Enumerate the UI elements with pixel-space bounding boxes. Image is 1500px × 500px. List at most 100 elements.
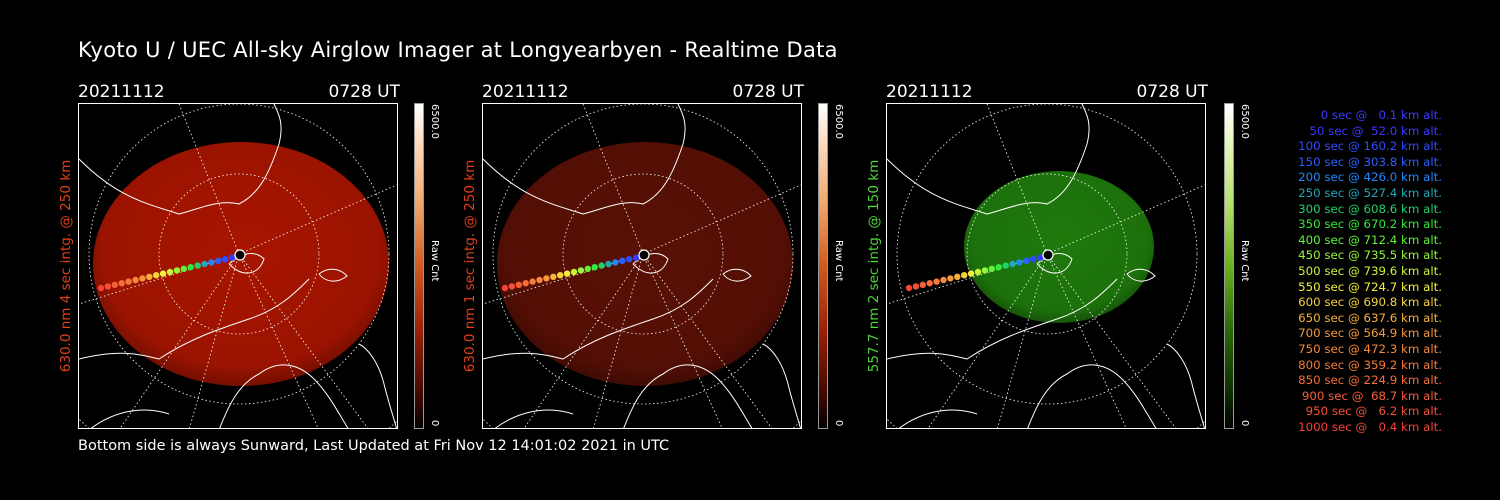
trajectory-point: [919, 281, 926, 288]
trajectory-point: [612, 259, 619, 266]
trajectory-point: [522, 280, 529, 287]
panel2-colorbar-unit: Raw Cnt: [833, 240, 844, 282]
legend-entry: 150 sec @ 303.8 km alt.: [1298, 154, 1442, 169]
trajectory-point: [1009, 260, 1016, 268]
panel2-colorbar: [818, 103, 828, 429]
panel3-colorbar: [1224, 103, 1234, 429]
trajectory-point: [180, 265, 187, 272]
latitude-circle: [158, 173, 320, 335]
trajectory-point: [515, 281, 522, 288]
panel2-wavelength-label: 630.0 nm 1 sec intg. @ 250 km: [462, 159, 478, 373]
sky-disc: [93, 142, 389, 386]
trajectory-point: [598, 262, 605, 269]
meridian-line: [238, 253, 319, 428]
panel3-colorbar-max: 6500.0: [1239, 104, 1250, 139]
coastline: [483, 104, 686, 215]
meridian-line: [238, 253, 369, 428]
legend-entry: 850 sec @ 224.9 km alt.: [1298, 373, 1442, 388]
panel3-colorbar-unit: Raw Cnt: [1239, 240, 1250, 282]
station-marker: [234, 249, 246, 261]
trajectory-point: [584, 265, 591, 272]
panel3-allsky-image: [886, 103, 1206, 429]
sky-disc: [497, 142, 793, 386]
legend-entry: 900 sec @ 68.7 km alt.: [1301, 388, 1442, 403]
legend-entry: 400 sec @ 712.4 km alt.: [1298, 232, 1442, 247]
trajectory-point: [153, 272, 160, 279]
coastline: [623, 364, 753, 428]
trajectory-point: [591, 264, 598, 271]
panel1-colorbar-unit: Raw Cnt: [429, 240, 440, 282]
meridian-line: [986, 104, 1048, 255]
panel3-wavelength-label: 557.7 nm 2 sec intg. @ 150 km: [866, 159, 882, 373]
legend-entry: 750 sec @ 472.3 km alt.: [1298, 341, 1442, 356]
legend-entry: 1000 sec @ 0.4 km alt.: [1298, 419, 1442, 434]
coastline: [722, 268, 752, 282]
trajectory-point: [543, 275, 550, 282]
coastline: [1027, 364, 1157, 428]
trajectory-point: [104, 283, 112, 290]
trajectory-point: [159, 270, 167, 277]
trajectory-point: [550, 273, 557, 280]
trajectory-point: [577, 267, 585, 274]
legend-entry: 950 sec @ 6.2 km alt.: [1305, 404, 1442, 419]
trajectory-point: [940, 276, 947, 284]
trajectory-point: [208, 259, 215, 266]
trajectory-point: [187, 264, 194, 271]
legend-entry: 650 sec @ 637.6 km alt.: [1298, 310, 1442, 325]
panel2-date: 20211112: [482, 82, 569, 102]
meridian-line: [1046, 253, 1177, 428]
trajectory-point: [228, 254, 236, 261]
trajectory-point: [222, 256, 229, 263]
coastline: [79, 104, 282, 215]
meridian-line: [997, 253, 1048, 428]
meridian-line: [189, 253, 240, 428]
trajectory-point: [97, 284, 105, 292]
trajectory-point: [194, 262, 201, 269]
meridian-line: [582, 104, 644, 255]
panel2-map-svg: [483, 104, 801, 428]
legend-entry: 200 sec @ 426.0 km alt.: [1298, 170, 1442, 185]
panel1-colorbar: [414, 103, 424, 429]
trajectory-point: [529, 278, 536, 285]
coastline: [1126, 268, 1156, 282]
panel2-colorbar-min: 0: [833, 420, 844, 427]
trajectory-point: [1002, 262, 1009, 269]
station-marker: [1042, 249, 1054, 261]
meridian-line: [642, 253, 723, 428]
trajectory-point: [570, 268, 578, 276]
meridian-line: [178, 104, 240, 255]
trajectory-point: [132, 276, 139, 284]
meridian-line: [1046, 184, 1205, 255]
coastline: [762, 343, 801, 428]
coastline: [318, 268, 348, 282]
footer-status: Bottom side is always Sunward, Last Upda…: [78, 438, 670, 454]
trajectory-point: [967, 270, 975, 277]
legend-entry: 0 sec @ 0.1 km alt.: [1320, 108, 1442, 122]
trajectory-point: [912, 283, 920, 290]
panel1-colorbar-min: 0: [429, 420, 440, 427]
trajectory-point: [508, 283, 516, 290]
latitude-circle: [88, 104, 390, 405]
trajectory-point: [905, 284, 913, 292]
trajectory-point: [215, 257, 222, 264]
latitude-circle: [492, 104, 794, 405]
trajectory-point: [139, 275, 146, 282]
meridian-line: [238, 184, 397, 255]
coastline: [1166, 343, 1205, 428]
meridian-line: [593, 253, 644, 428]
trajectory-point: [981, 267, 989, 274]
trajectory-point: [626, 256, 633, 263]
legend-entry: 500 sec @ 739.6 km alt.: [1298, 263, 1442, 278]
panel2-allsky-image: [482, 103, 802, 429]
sky-disc: [964, 171, 1154, 323]
trajectory-point: [146, 273, 153, 280]
coastline: [887, 104, 1090, 215]
page-title: Kyoto U / UEC All-sky Airglow Imager at …: [78, 38, 838, 62]
trajectory-point: [632, 254, 640, 261]
legend-entry: 700 sec @ 564.9 km alt.: [1298, 326, 1442, 341]
trajectory-point: [926, 280, 933, 287]
trajectory-point: [1030, 256, 1037, 263]
panel1-map-svg: [79, 104, 397, 428]
trajectory-legend: 0 sec @ 0.1 km alt. 50 sec @ 52.0 km alt…: [1262, 108, 1442, 435]
panel2-time: 0728 UT: [732, 82, 805, 102]
